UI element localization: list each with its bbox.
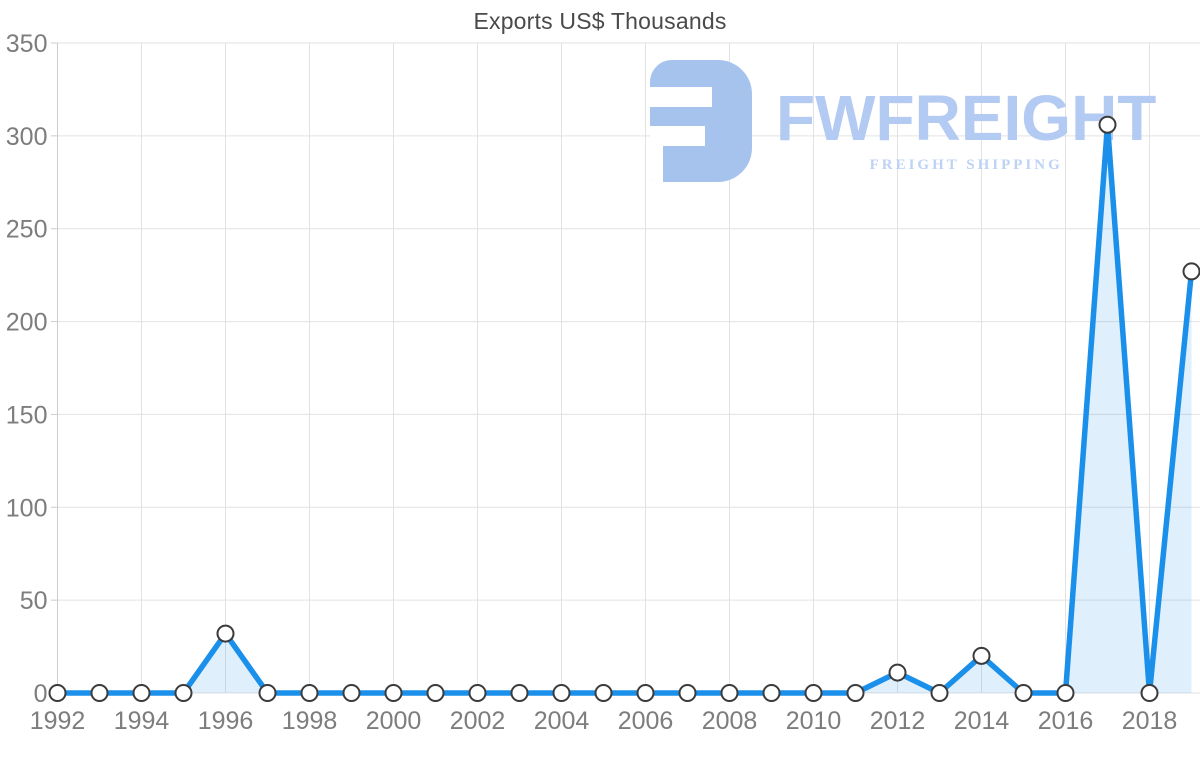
x-tick-label: 2006 — [618, 707, 674, 735]
data-point-2011[interactable] — [846, 684, 865, 702]
x-tick-label: 2016 — [1038, 707, 1094, 735]
logo-notch-bottom — [650, 146, 663, 182]
data-point-2000[interactable] — [384, 684, 403, 702]
watermark: FWFREIGHT FREIGHT SHIPPING — [650, 60, 1156, 182]
data-point-2003[interactable] — [510, 684, 529, 702]
logo-notch-top — [650, 87, 712, 107]
data-point-1993[interactable] — [90, 684, 109, 702]
x-tick-label: 1994 — [114, 707, 170, 735]
data-point-1997[interactable] — [258, 684, 277, 702]
y-tick-label: 50 — [20, 587, 48, 615]
data-point-2005[interactable] — [594, 684, 613, 702]
logo-notch-middle — [650, 126, 705, 146]
data-point-2016[interactable] — [1056, 684, 1075, 702]
data-point-2019[interactable] — [1182, 262, 1200, 281]
data-point-2008[interactable] — [720, 684, 739, 702]
x-tick-label: 2014 — [954, 707, 1010, 735]
data-point-2009[interactable] — [762, 684, 781, 702]
series-line — [54, 121, 1195, 696]
data-point-2007[interactable] — [678, 684, 697, 702]
data-point-2012[interactable] — [888, 663, 907, 682]
x-tick-label: 2000 — [366, 707, 422, 735]
watermark-tagline: FREIGHT SHIPPING — [869, 157, 1063, 173]
data-point-2006[interactable] — [636, 684, 655, 702]
x-tick-label: 2004 — [534, 707, 590, 735]
data-point-2001[interactable] — [426, 684, 445, 702]
x-tick-label: 2010 — [786, 707, 842, 735]
data-point-2014[interactable] — [972, 646, 991, 665]
x-tick-label: 2008 — [702, 707, 758, 735]
data-point-2013[interactable] — [930, 684, 949, 702]
data-point-2015[interactable] — [1014, 684, 1033, 702]
x-tick-label: 1998 — [282, 707, 338, 735]
y-tick-label: 100 — [6, 494, 48, 522]
series-area-fill — [57, 124, 1192, 693]
watermark-text: FWFREIGHT FREIGHT SHIPPING — [776, 60, 1156, 174]
x-tick-label: 2002 — [450, 707, 506, 735]
data-point-1999[interactable] — [342, 684, 361, 702]
chart-title: Exports US$ Thousands — [473, 8, 727, 34]
data-point-2002[interactable] — [468, 684, 487, 702]
watermark-brand: FWFREIGHT — [776, 82, 1157, 154]
x-tick-label: 1992 — [30, 707, 86, 735]
data-point-1994[interactable] — [132, 684, 151, 702]
data-point-2018[interactable] — [1140, 684, 1159, 702]
y-tick-label: 300 — [6, 123, 48, 151]
y-tick-label: 250 — [6, 216, 48, 244]
data-point-1996[interactable] — [216, 624, 235, 643]
fwfreight-logo-icon — [650, 60, 752, 182]
data-point-2004[interactable] — [552, 684, 571, 702]
data-point-2017[interactable] — [1098, 115, 1117, 134]
data-point-1998[interactable] — [300, 684, 319, 702]
y-tick-label: 150 — [6, 401, 48, 429]
data-point-2010[interactable] — [804, 684, 823, 702]
data-point-1992[interactable] — [48, 684, 67, 702]
x-tick-label: 2018 — [1122, 707, 1178, 735]
x-tick-label: 2012 — [870, 707, 926, 735]
y-tick-label: 200 — [6, 309, 48, 337]
x-tick-label: 1996 — [198, 707, 254, 735]
data-point-1995[interactable] — [174, 684, 193, 702]
y-tick-label: 0 — [34, 680, 48, 708]
